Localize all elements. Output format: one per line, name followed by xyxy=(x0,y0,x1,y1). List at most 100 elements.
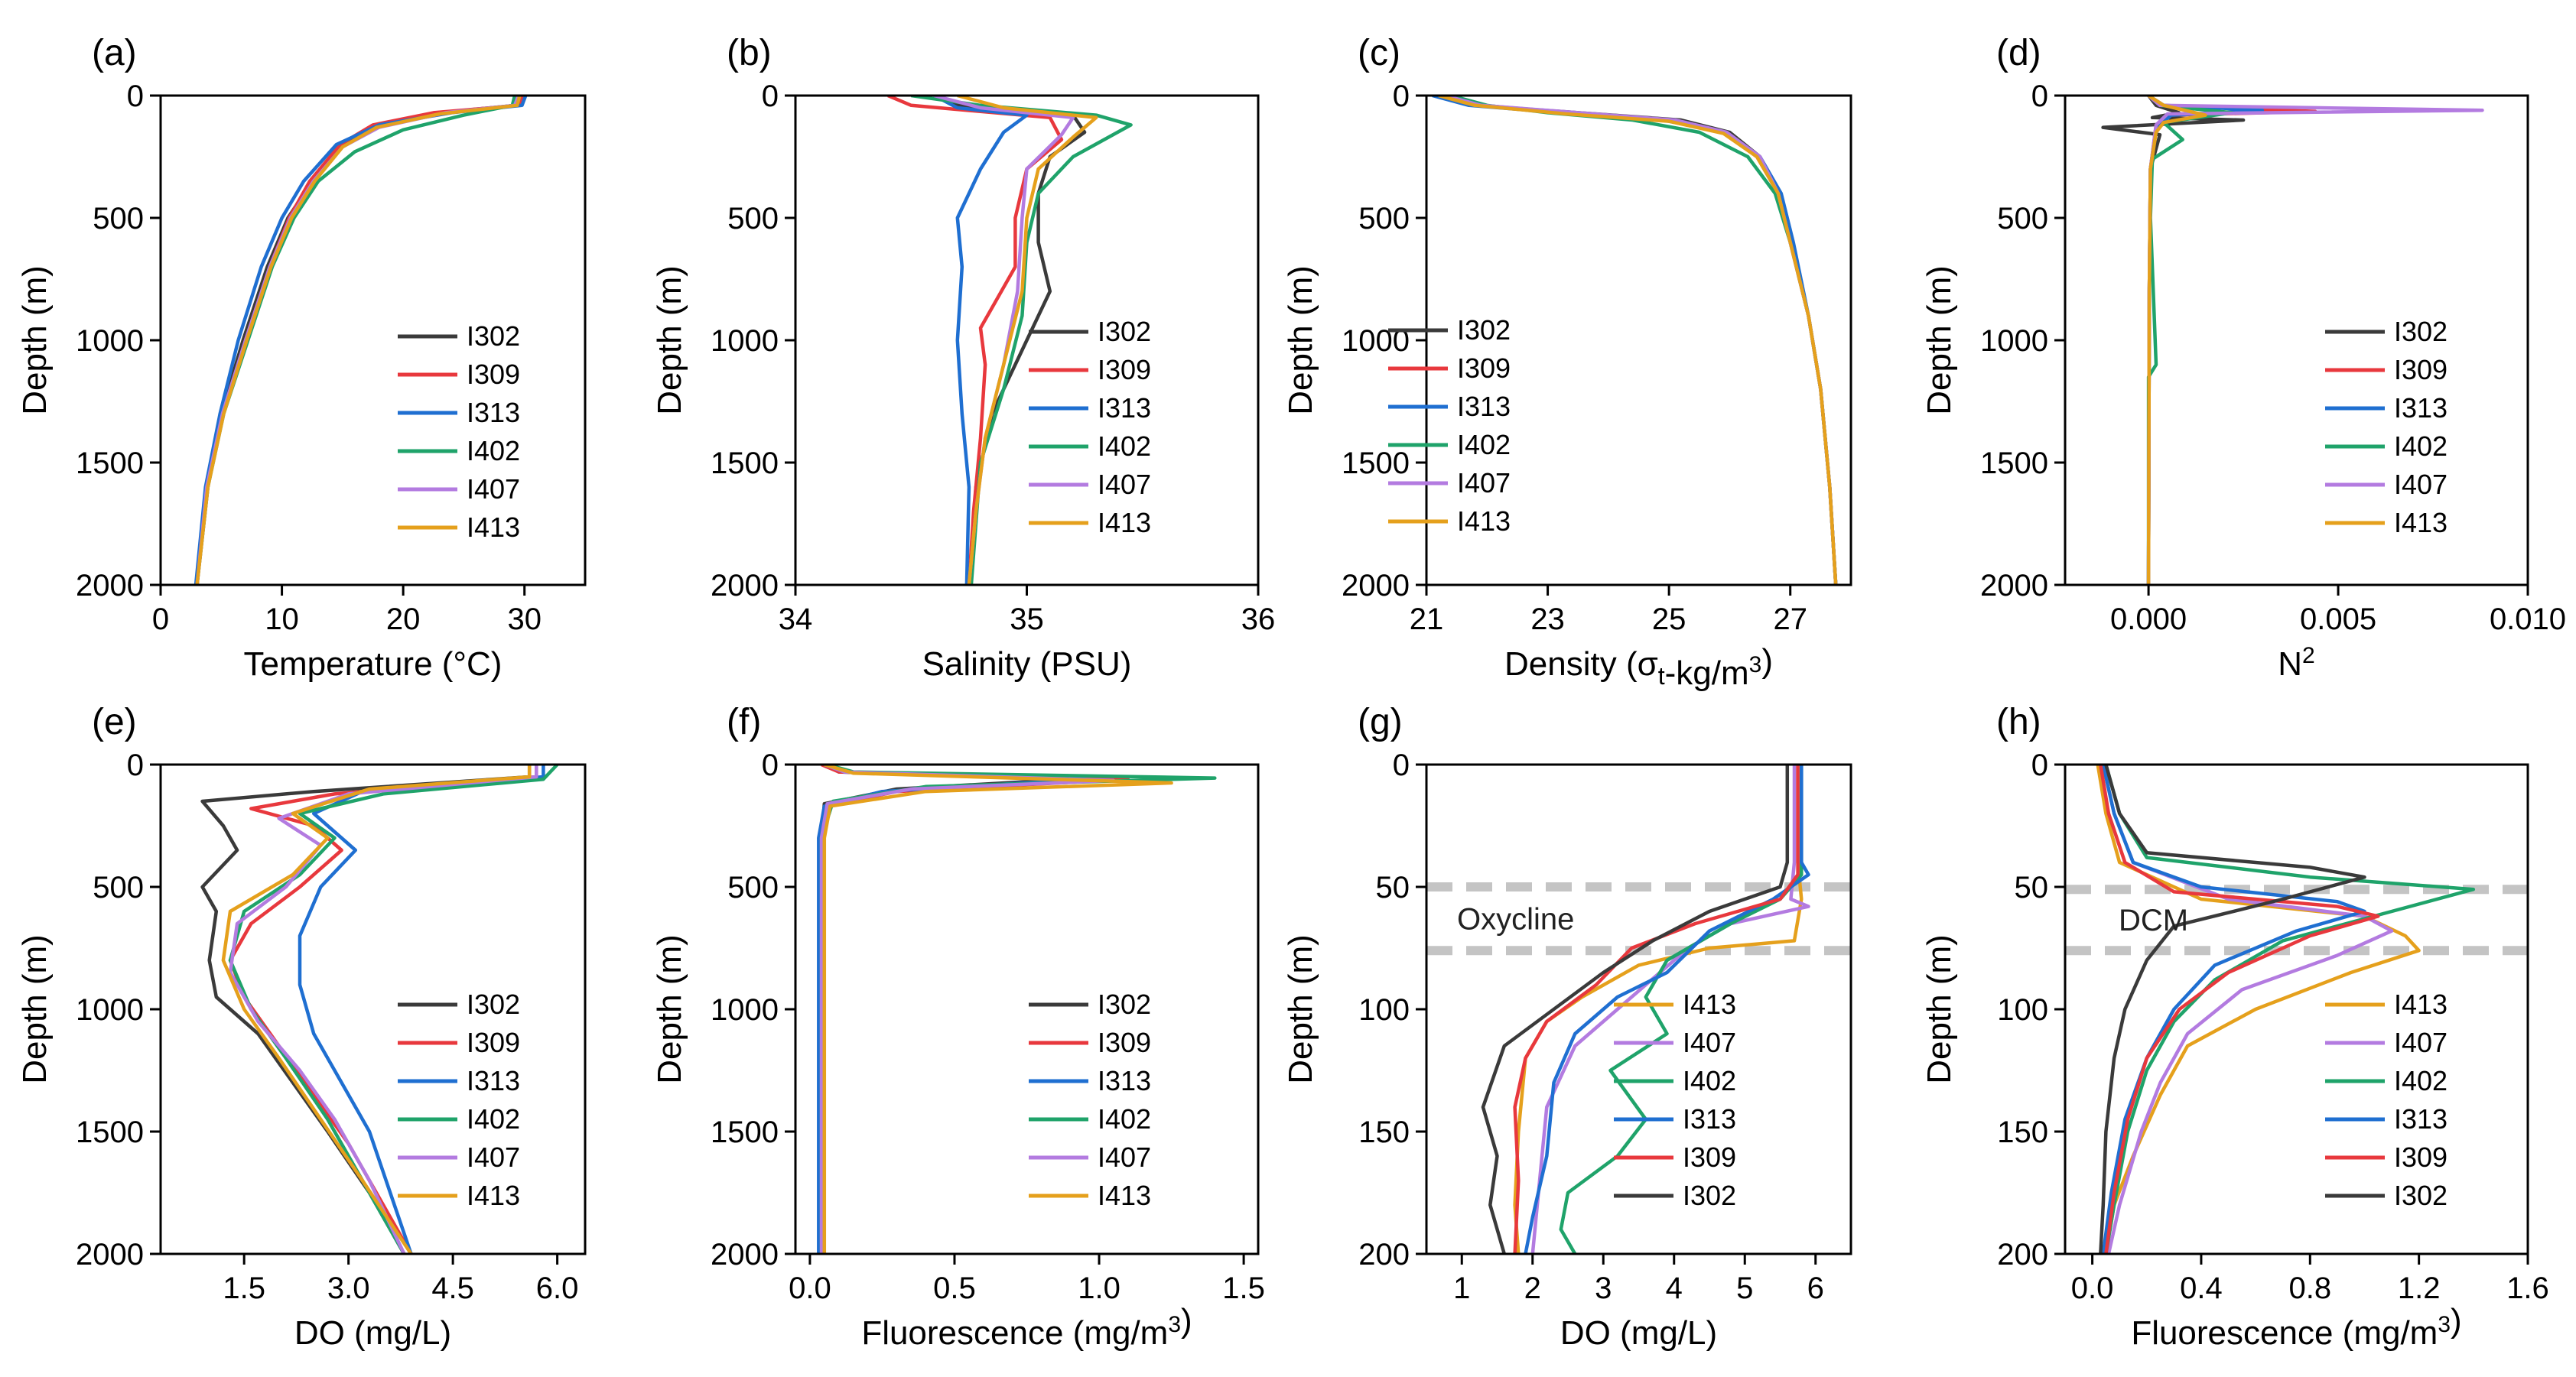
legend-entry-i302: I302 xyxy=(1098,316,1151,347)
annotation-dcm: DCM xyxy=(2119,904,2188,937)
series-line-i309 xyxy=(228,765,538,1254)
y-tick-label: 500 xyxy=(93,202,144,235)
legend-entry-i413: I413 xyxy=(467,1180,520,1211)
legend-entry-i313: I313 xyxy=(1098,392,1151,424)
legend: I302 I309 I313 I402 I407 I413 xyxy=(398,320,520,543)
series-line-i302 xyxy=(1481,765,1790,1254)
panel-f: 0.0 0.5 1.0 1.5 0 500 1000 1500 2000 Fluorescence… xyxy=(651,702,1265,1352)
x-tick-label: 27 xyxy=(1773,602,1807,636)
series-line-i407 xyxy=(933,96,1075,585)
y-tick-label: 500 xyxy=(1358,202,1410,235)
x-tick-label: 0.0 xyxy=(789,1271,831,1305)
legend-entry-i402: I402 xyxy=(2394,430,2448,462)
y-tick-label: 1000 xyxy=(1980,324,2048,358)
legend: I413 I407 I402 I313 I309 I302 xyxy=(1614,989,1736,1211)
y-tick-label: 50 xyxy=(2015,871,2049,904)
y-tick-label: 150 xyxy=(1997,1116,2048,1149)
y-axis-label: Depth (m) xyxy=(16,934,54,1084)
legend-entry-i413: I413 xyxy=(1457,505,1511,537)
series-line-i413 xyxy=(1438,96,1838,585)
annotation-oxycline: Oxycline xyxy=(1457,903,1574,937)
y-axis-label: Depth (m) xyxy=(1921,934,1958,1084)
y-tick-label: 150 xyxy=(1358,1116,1410,1149)
panel-h: 0.0 0.4 0.8 1.2 1.6 0 50 100 150 200 Fluorescence … xyxy=(1921,702,2549,1352)
legend-entry-i413: I413 xyxy=(1098,507,1151,538)
x-tick-label: 36 xyxy=(1241,602,1276,636)
legend-entry-i407: I407 xyxy=(1683,1027,1736,1058)
series-group xyxy=(1432,96,1838,585)
legend-entry-i302: I302 xyxy=(2394,316,2448,347)
plot-frame xyxy=(794,763,1260,1255)
legend-entry-i407: I407 xyxy=(467,1142,520,1173)
legend-entry-i407: I407 xyxy=(2394,469,2448,500)
x-tick-label: 34 xyxy=(779,602,813,636)
x-tick-label: 6.0 xyxy=(536,1271,579,1305)
series-line-i407 xyxy=(2101,765,2394,1254)
x-axis-label: DO (mg/L) xyxy=(294,1314,451,1352)
y-axis-label: Depth (m) xyxy=(1282,265,1319,415)
y-tick-label: 500 xyxy=(1997,202,2048,235)
panel-label: (f) xyxy=(727,702,761,742)
legend-entry-i302: I302 xyxy=(1683,1180,1736,1211)
y-tick-label: 500 xyxy=(727,202,779,235)
series-line-i413 xyxy=(221,765,532,1254)
y-tick-label: 500 xyxy=(727,871,779,904)
x-tick-label: 35 xyxy=(1010,602,1044,636)
y-tick-label: 1000 xyxy=(711,993,779,1027)
panel-e: 1.5 3.0 4.5 6.0 0 500 1000 1500 2000 DO (mg/L) Dep… xyxy=(16,702,587,1352)
x-tick-label: 25 xyxy=(1652,602,1686,636)
x-tick-label: 3 xyxy=(1595,1271,1612,1305)
plot-frame xyxy=(2064,94,2529,586)
legend-entry-i407: I407 xyxy=(1457,467,1511,499)
x-tick-label: 4.5 xyxy=(431,1271,474,1305)
x-tick-label: 1.2 xyxy=(2398,1271,2441,1305)
x-tick-label: 23 xyxy=(1530,602,1565,636)
x-tick-label: 0.005 xyxy=(2300,602,2376,636)
y-tick-label: 0 xyxy=(1393,80,1410,113)
series-group xyxy=(200,765,559,1254)
series-line-i309 xyxy=(2146,96,2317,585)
legend-entry-i309: I309 xyxy=(1098,354,1151,385)
legend-entry-i407: I407 xyxy=(467,473,520,505)
legend-entry-i302: I302 xyxy=(467,989,520,1020)
legend-entry-i302: I302 xyxy=(1098,989,1151,1020)
y-tick-label: 0 xyxy=(762,749,779,782)
legend: I302 I309 I313 I402 I407 I413 xyxy=(1388,314,1511,537)
panel-label: (e) xyxy=(92,702,137,742)
legend-entry-i413: I413 xyxy=(1683,989,1736,1020)
y-tick-label: 1500 xyxy=(711,447,779,480)
legend: I302 I309 I313 I402 I407 I413 xyxy=(398,989,520,1211)
y-tick-label: 2000 xyxy=(711,569,779,602)
x-tick-label: 0.8 xyxy=(2288,1271,2331,1305)
y-tick-label: 2000 xyxy=(711,1238,779,1271)
series-line-i309 xyxy=(1513,765,1800,1254)
panel-label: (a) xyxy=(92,33,137,73)
legend-entry-i407: I407 xyxy=(2394,1027,2448,1058)
legend-entry-i413: I413 xyxy=(2394,507,2448,538)
series-group xyxy=(194,96,528,585)
legend-entry-i309: I309 xyxy=(1098,1027,1151,1058)
y-tick-label: 50 xyxy=(1376,871,1410,904)
series-line-i313 xyxy=(933,96,1029,585)
legend-entry-i313: I313 xyxy=(1098,1065,1151,1096)
panel-label: (g) xyxy=(1358,702,1403,742)
x-tick-label: 1.0 xyxy=(1078,1271,1120,1305)
legend-entry-i402: I402 xyxy=(467,435,520,466)
x-axis-label: N2 xyxy=(2278,643,2314,683)
x-tick-label: 0.010 xyxy=(2490,602,2566,636)
series-line-i313 xyxy=(817,765,1087,1254)
legend: I413 I407 I402 I313 I309 I302 xyxy=(2325,989,2448,1211)
y-tick-label: 1500 xyxy=(1342,447,1410,480)
x-tick-label: 0.0 xyxy=(2071,1271,2114,1305)
y-tick-label: 0 xyxy=(762,80,779,113)
legend: I302 I309 I313 I402 I407 I413 xyxy=(1029,989,1151,1211)
y-tick-label: 0 xyxy=(2031,749,2048,782)
legend-entry-i309: I309 xyxy=(467,359,520,390)
series-line-i413 xyxy=(822,765,1173,1254)
x-tick-label: 3.0 xyxy=(327,1271,370,1305)
series-group xyxy=(817,765,1217,1254)
y-tick-label: 100 xyxy=(1997,993,2048,1027)
legend-entry-i402: I402 xyxy=(1098,430,1151,462)
series-line-i402 xyxy=(2104,765,2476,1254)
series-line-i413 xyxy=(2096,765,2421,1254)
